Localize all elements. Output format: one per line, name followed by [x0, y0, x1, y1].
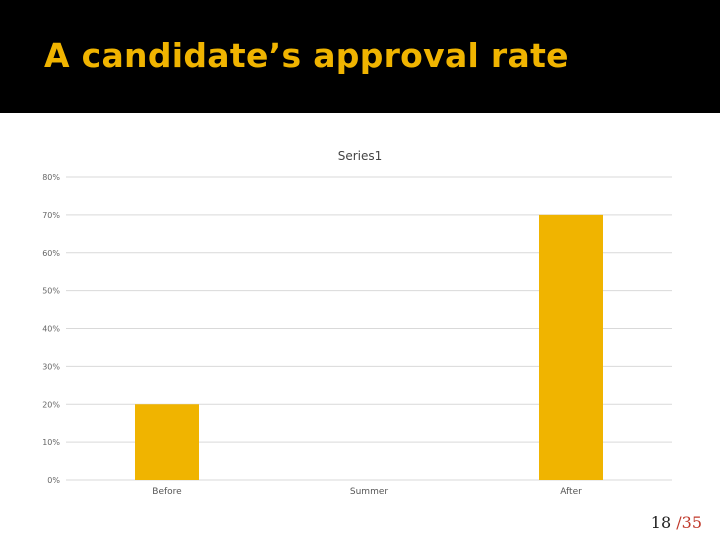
y-tick-label: 20%	[42, 400, 60, 409]
bars	[135, 214, 603, 480]
x-tick-label: Before	[152, 487, 182, 497]
page-number: 18 /35	[651, 513, 702, 532]
y-tick-label: 80%	[42, 173, 60, 182]
bar-before	[135, 404, 199, 480]
y-tick-label: 10%	[42, 438, 60, 447]
page-current: 18	[650, 513, 672, 532]
x-axis-ticks: Before Summer After	[152, 487, 582, 497]
slide-title: A candidate’s approval rate	[44, 36, 569, 75]
title-band: A candidate’s approval rate	[0, 0, 720, 113]
y-tick-label: 50%	[42, 287, 60, 296]
page-separator: /	[676, 513, 682, 532]
y-tick-label: 40%	[42, 325, 60, 334]
x-tick-label: Summer	[350, 487, 388, 497]
page-total: 35	[681, 513, 702, 532]
chart-title: Series1	[338, 149, 383, 163]
y-tick-label: 70%	[42, 211, 60, 220]
y-tick-label: 0%	[47, 476, 60, 485]
y-axis-ticks: 0% 10% 20% 30% 40% 50% 60% 70% 80%	[42, 173, 60, 485]
y-tick-label: 30%	[42, 362, 60, 371]
approval-bar-chart: 0% 10% 20% 30% 40% 50% 60% 70% 80% Before Summer A…	[42, 149, 672, 497]
bar-after	[539, 214, 603, 480]
y-tick-label: 60%	[42, 249, 60, 258]
x-tick-label: After	[560, 487, 582, 497]
